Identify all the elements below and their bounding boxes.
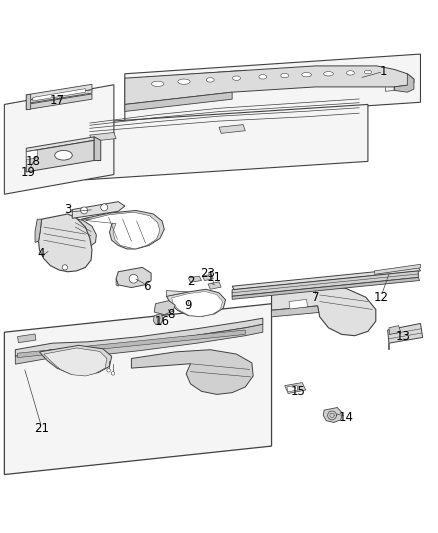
Text: 21: 21 xyxy=(34,422,49,435)
Polygon shape xyxy=(219,125,245,133)
Polygon shape xyxy=(85,104,368,180)
Polygon shape xyxy=(70,219,96,249)
Polygon shape xyxy=(116,279,118,286)
Ellipse shape xyxy=(281,74,289,78)
Polygon shape xyxy=(166,290,188,296)
Circle shape xyxy=(107,368,110,372)
Polygon shape xyxy=(18,330,245,358)
Text: 9: 9 xyxy=(184,300,192,312)
Polygon shape xyxy=(26,94,92,110)
Ellipse shape xyxy=(324,71,333,76)
Text: 1: 1 xyxy=(379,65,387,78)
Polygon shape xyxy=(154,301,175,314)
Polygon shape xyxy=(389,326,401,334)
Polygon shape xyxy=(39,345,112,375)
Polygon shape xyxy=(232,278,420,300)
Polygon shape xyxy=(125,92,232,111)
Polygon shape xyxy=(39,214,92,272)
Circle shape xyxy=(101,204,108,211)
Text: 19: 19 xyxy=(21,166,36,179)
Polygon shape xyxy=(272,286,376,336)
Polygon shape xyxy=(388,343,389,349)
Polygon shape xyxy=(26,84,92,100)
Polygon shape xyxy=(232,271,418,296)
Ellipse shape xyxy=(152,81,164,86)
Polygon shape xyxy=(26,150,37,159)
Polygon shape xyxy=(90,133,116,141)
Ellipse shape xyxy=(206,78,214,82)
Polygon shape xyxy=(272,306,319,317)
Polygon shape xyxy=(153,314,163,324)
Polygon shape xyxy=(188,276,201,282)
Polygon shape xyxy=(81,211,164,249)
Polygon shape xyxy=(4,85,114,194)
Polygon shape xyxy=(26,94,31,110)
Polygon shape xyxy=(394,74,414,92)
Polygon shape xyxy=(26,90,92,103)
Polygon shape xyxy=(4,304,272,474)
Polygon shape xyxy=(26,140,94,172)
Polygon shape xyxy=(287,385,298,392)
Polygon shape xyxy=(72,201,125,219)
Ellipse shape xyxy=(233,76,240,80)
Polygon shape xyxy=(172,292,223,317)
Text: 15: 15 xyxy=(290,385,305,398)
Polygon shape xyxy=(26,137,94,152)
Polygon shape xyxy=(85,212,160,249)
Polygon shape xyxy=(125,54,420,122)
Polygon shape xyxy=(116,268,151,287)
Polygon shape xyxy=(166,289,226,317)
Text: 13: 13 xyxy=(396,330,410,343)
Polygon shape xyxy=(15,324,263,364)
Text: 8: 8 xyxy=(167,308,174,321)
Polygon shape xyxy=(15,318,263,356)
Polygon shape xyxy=(289,300,307,309)
Text: 12: 12 xyxy=(374,290,389,304)
Polygon shape xyxy=(33,88,85,101)
Text: 18: 18 xyxy=(25,155,40,168)
Ellipse shape xyxy=(259,75,267,79)
Circle shape xyxy=(111,372,115,375)
Text: 11: 11 xyxy=(207,271,222,284)
Text: 17: 17 xyxy=(49,94,64,107)
Polygon shape xyxy=(131,350,253,394)
Polygon shape xyxy=(285,383,306,393)
Polygon shape xyxy=(44,348,107,376)
Text: 16: 16 xyxy=(155,315,170,328)
Circle shape xyxy=(129,274,138,283)
Ellipse shape xyxy=(364,70,371,74)
Polygon shape xyxy=(35,219,42,243)
Text: 7: 7 xyxy=(311,290,319,304)
Polygon shape xyxy=(18,334,36,343)
Ellipse shape xyxy=(55,150,72,160)
Text: 2: 2 xyxy=(187,276,194,288)
Polygon shape xyxy=(202,274,213,280)
Polygon shape xyxy=(125,66,414,104)
Text: 6: 6 xyxy=(143,280,151,293)
Text: 3: 3 xyxy=(64,203,71,216)
Ellipse shape xyxy=(346,71,354,75)
Polygon shape xyxy=(208,282,221,289)
Circle shape xyxy=(81,207,88,214)
Polygon shape xyxy=(323,408,343,423)
Polygon shape xyxy=(134,70,245,84)
Ellipse shape xyxy=(178,79,190,84)
Text: 14: 14 xyxy=(339,411,353,424)
Text: 23: 23 xyxy=(201,266,215,280)
Text: 4: 4 xyxy=(38,247,46,260)
Polygon shape xyxy=(94,137,101,160)
Ellipse shape xyxy=(302,72,311,77)
Polygon shape xyxy=(232,268,420,290)
Circle shape xyxy=(62,265,67,270)
Polygon shape xyxy=(374,264,420,274)
Polygon shape xyxy=(388,324,423,343)
